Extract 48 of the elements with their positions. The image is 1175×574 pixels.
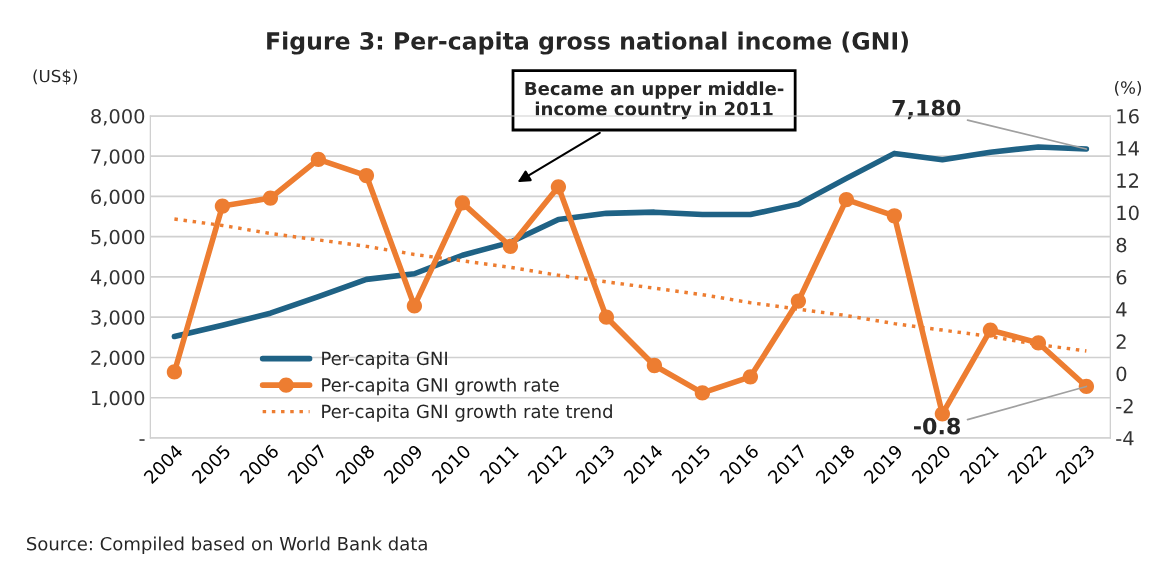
legend-label: Per-capita GNI growth rate trend — [322, 404, 612, 422]
y2-tick-label: -4 — [1116, 431, 1134, 446]
y2-tick-label: 2 — [1116, 334, 1126, 349]
legend-label: Per-capita GNI — [322, 351, 447, 369]
point — [646, 357, 663, 374]
point — [406, 298, 423, 314]
y-tick-label: 2,000 — [91, 350, 145, 368]
y-axis-title: (US$) — [33, 69, 77, 85]
y-tick-label: 5,000 — [91, 229, 145, 247]
point — [742, 369, 759, 385]
point — [214, 198, 231, 214]
point — [790, 293, 807, 309]
y2-tick-label: 10 — [1117, 205, 1139, 221]
y-tick-label: 1,000 — [92, 390, 145, 408]
y2-tick-label: 6 — [1116, 269, 1127, 285]
y2-tick-label: 4 — [1116, 302, 1127, 317]
point — [838, 192, 855, 208]
y2-tick-label: 12 — [1117, 173, 1139, 188]
y2-tick-label: -2 — [1116, 398, 1133, 414]
data-label: -0.8 — [913, 417, 960, 435]
point — [886, 208, 903, 224]
y2-tick-label: 16 — [1117, 108, 1139, 124]
point — [358, 167, 375, 184]
source-note: Source: Compiled based on World Bank data — [27, 536, 427, 555]
y-tick-label: 4,000 — [90, 269, 145, 287]
legend-label: Per-capita GNI growth rate — [322, 377, 559, 396]
annotation: Became an upper middle- income country in 2011 — [525, 81, 784, 120]
y2-tick-label: 14 — [1117, 141, 1139, 156]
point — [550, 179, 567, 195]
point — [166, 364, 183, 380]
y2-tick-label: 0 — [1116, 366, 1127, 382]
point — [694, 385, 711, 401]
data-label: 7,180 — [892, 99, 961, 120]
point — [262, 190, 279, 206]
y2-axis-title: (%) — [1115, 80, 1141, 96]
y-tick-label: 3,000 — [91, 310, 145, 327]
y-tick-label: 8,000 — [91, 108, 145, 126]
point — [982, 322, 999, 338]
y2-tick-label: 8 — [1116, 237, 1127, 253]
point — [598, 309, 615, 325]
point — [454, 195, 471, 211]
y-tick-label: - — [139, 439, 145, 441]
chart-title: Figure 3: Per-capita gross national income (GNI) — [267, 31, 908, 55]
point — [502, 238, 519, 254]
point — [310, 151, 327, 168]
y-tick-label: 6,000 — [91, 189, 145, 207]
y-tick-label: 7,000 — [91, 149, 145, 166]
point — [1078, 378, 1095, 395]
